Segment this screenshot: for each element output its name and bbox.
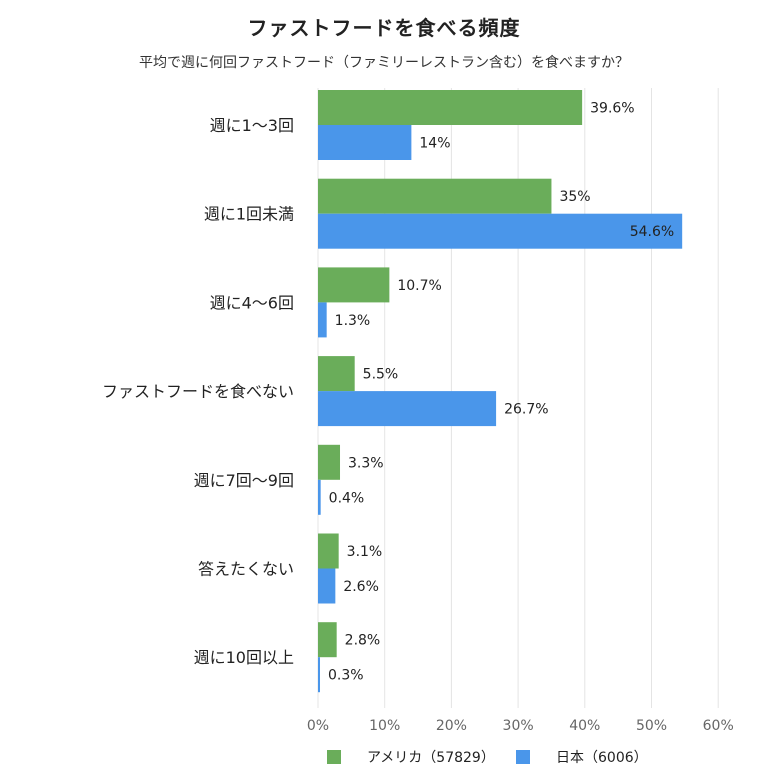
x-tick-label: 20%	[436, 718, 467, 734]
category-label: 週に10回以上	[194, 648, 294, 667]
bar-japan	[318, 302, 327, 338]
bar-usa	[318, 267, 390, 303]
bar-japan	[318, 391, 497, 427]
data-label: 2.6%	[343, 579, 379, 595]
bar-usa	[318, 444, 341, 480]
category-label: 答えたくない	[198, 560, 294, 579]
legend-swatch-usa	[327, 750, 341, 764]
data-label: 35%	[559, 189, 590, 205]
bar-usa	[318, 533, 339, 569]
chart-subtitle: 平均で週に何回ファストフード（ファミリーレストラン含む）を食べますか？	[139, 55, 629, 71]
x-tick-label: 60%	[703, 718, 734, 734]
data-label: 0.4%	[329, 490, 365, 506]
bar-usa	[318, 178, 552, 214]
bar-chart: 0% 10% 20% 30% 40% 50% 60% 週に1〜3回週に1回未満週に4〜6回ファ…	[102, 88, 734, 734]
data-label: 3.1%	[347, 544, 383, 560]
bar-japan	[318, 657, 321, 693]
bar-japan	[318, 213, 683, 249]
data-label: 2.8%	[345, 633, 381, 649]
data-label: 3.3%	[348, 455, 384, 471]
data-label: 0.3%	[328, 668, 364, 684]
category-label: 週に1〜3回	[210, 116, 294, 135]
bar-usa	[318, 622, 337, 658]
bar-usa	[318, 90, 583, 125]
x-tick-label: 50%	[636, 718, 667, 734]
category-label: 週に7回〜9回	[194, 471, 294, 490]
legend-label-japan: 日本（6006）	[556, 750, 648, 766]
bar-japan	[318, 568, 336, 604]
data-label: 10.7%	[397, 278, 441, 294]
category-label: 週に1回未満	[204, 205, 294, 224]
data-label: 39.6%	[590, 101, 634, 117]
data-label: 54.6%	[630, 224, 674, 240]
chart-title: ファストフードを食べる頻度	[247, 16, 521, 40]
x-tick-label: 10%	[369, 718, 400, 734]
legend-label-usa: アメリカ（57829）	[367, 750, 495, 766]
category-label: ファストフードを食べない	[102, 382, 294, 401]
bar-japan	[318, 479, 321, 515]
bar-usa	[318, 356, 355, 392]
legend: アメリカ（57829） 日本（6006）	[0, 747, 768, 771]
legend-item-japan: 日本（6006）	[516, 747, 648, 767]
legend-swatch-japan	[516, 750, 530, 764]
bar-japan	[318, 125, 412, 160]
legend-item-usa: アメリカ（57829）	[327, 747, 495, 767]
data-label: 14%	[419, 136, 450, 152]
category-label: 週に4〜6回	[210, 293, 294, 312]
data-label: 26.7%	[504, 402, 548, 418]
x-tick-label: 0%	[307, 718, 329, 734]
x-tick-label: 40%	[569, 718, 600, 734]
data-label: 5.5%	[363, 367, 399, 383]
data-label: 1.3%	[335, 313, 371, 329]
x-tick-label: 30%	[503, 718, 534, 734]
